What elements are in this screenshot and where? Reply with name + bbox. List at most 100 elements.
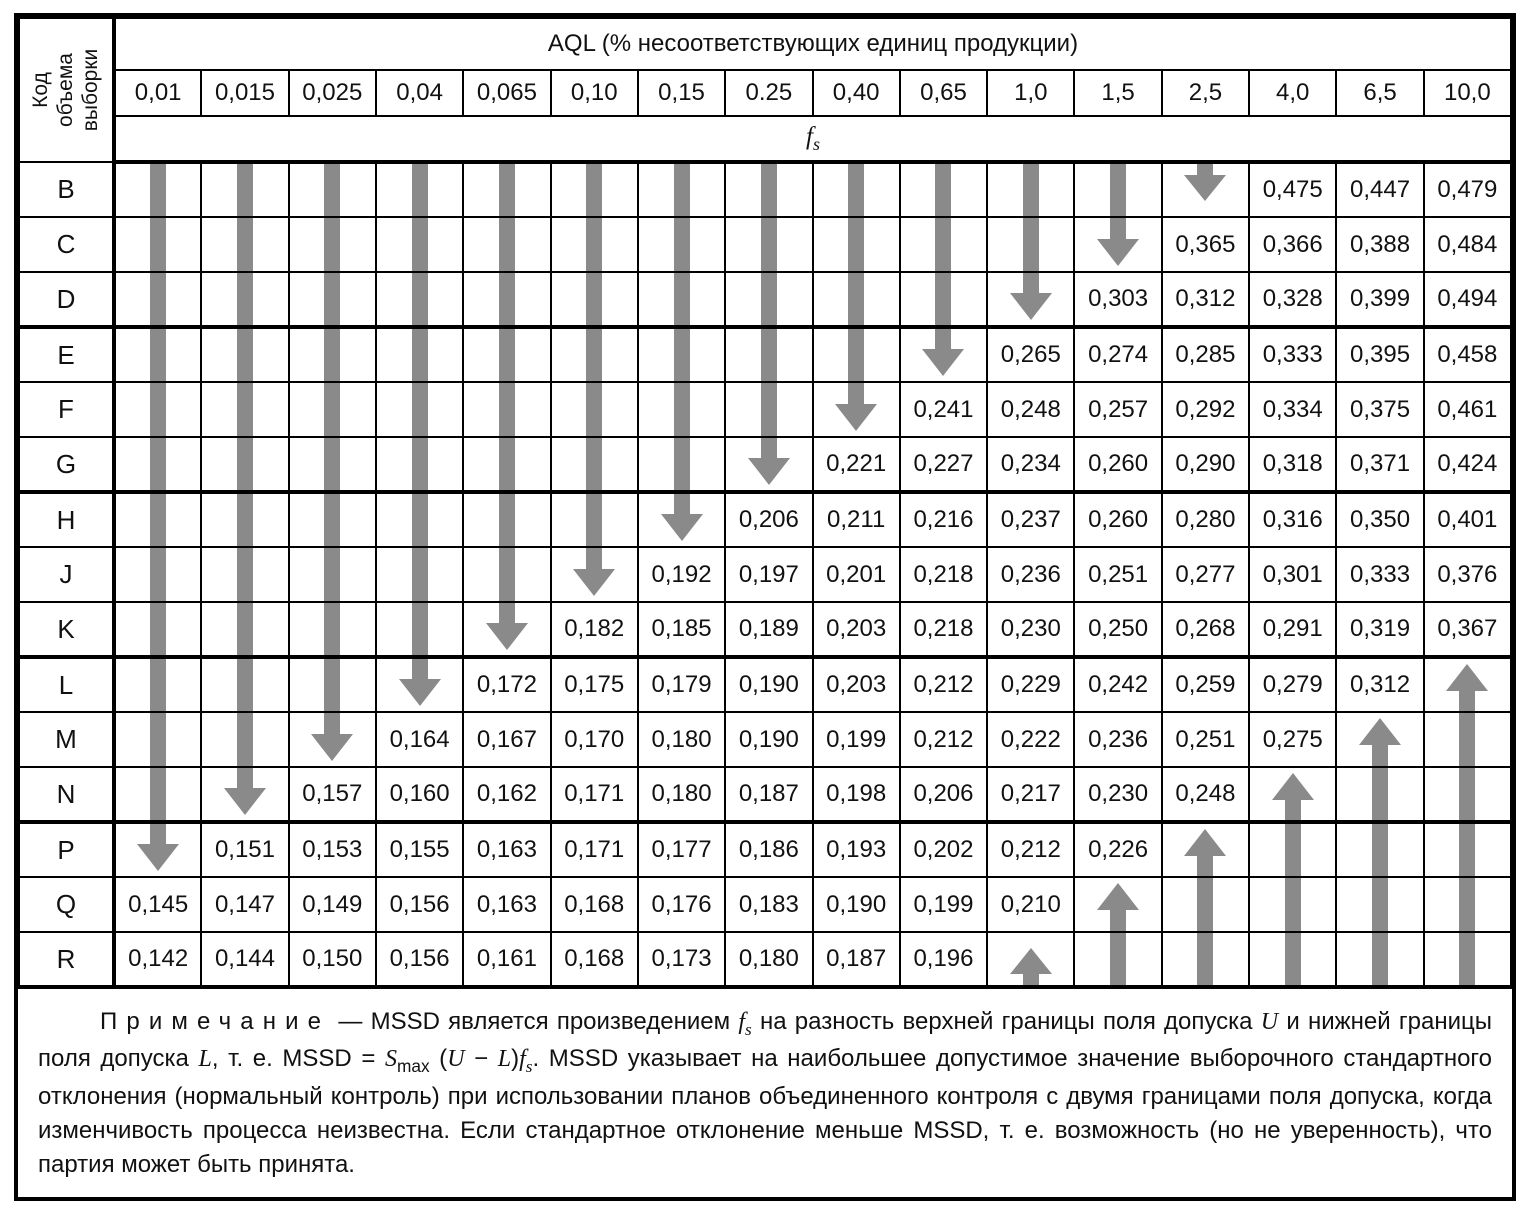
down-arrow-icon	[727, 164, 810, 215]
down-arrow-icon	[291, 219, 374, 270]
down-arrow-icon	[727, 329, 810, 380]
mssd-value-cell: 0,285	[1160, 326, 1251, 383]
arrow-shaft	[586, 329, 603, 380]
arrow-shaft	[150, 549, 167, 600]
down-arrow-cell	[636, 161, 727, 218]
down-arrow-cell	[636, 271, 727, 329]
down-arrow-cell	[636, 491, 727, 548]
mssd-value-cell: 0,218	[898, 601, 989, 659]
arrow-shaft	[411, 659, 428, 680]
arrow-shaft	[935, 219, 952, 270]
mssd-value-cell: 0,277	[1160, 546, 1251, 603]
mssd-value-cell: 0,290	[1160, 436, 1251, 494]
aql-value-header: 1,5	[1073, 69, 1163, 117]
arrow-shaft	[236, 219, 253, 270]
sample-size-code: G	[18, 436, 116, 494]
mssd-value-cell: 0,196	[898, 931, 989, 989]
down-arrow-cell	[200, 491, 290, 548]
down-arrow-icon	[291, 604, 374, 653]
up-arrow-icon	[1426, 879, 1509, 930]
down-arrow-icon	[116, 769, 199, 818]
arrow-shaft	[498, 494, 515, 545]
down-arrow-cell	[287, 546, 377, 603]
mssd-value-cell: 0,461	[1422, 381, 1512, 438]
arrow-shaft	[324, 494, 341, 545]
down-arrow-cell	[724, 436, 814, 494]
arrow-shaft	[411, 494, 428, 545]
mssd-value-cell: 0,180	[636, 711, 727, 768]
mssd-value-cell: 0,193	[811, 821, 901, 878]
down-arrow-cell	[112, 436, 203, 494]
down-arrow-icon	[553, 439, 636, 488]
down-arrow-cell	[112, 491, 203, 548]
arrow-shaft	[586, 219, 603, 270]
down-arrow-cell	[200, 271, 290, 329]
aql-value-header: 6,5	[1335, 69, 1425, 117]
arrow-shaft	[498, 439, 515, 488]
arrow-shaft	[411, 219, 428, 270]
up-arrow-icon	[1164, 824, 1247, 875]
arrow-head	[922, 349, 965, 376]
sample-size-code: Q	[18, 876, 116, 933]
note-segment: U	[447, 1046, 465, 1073]
arrow-shaft	[324, 219, 341, 270]
mssd-value-cell: 0,333	[1335, 546, 1425, 603]
mssd-value-cell: 0,291	[1248, 601, 1338, 659]
arrow-shaft	[236, 714, 253, 765]
mssd-value-cell: 0,167	[462, 711, 552, 768]
down-arrow-icon	[378, 219, 461, 270]
arrow-shaft	[935, 164, 952, 215]
arrow-shaft	[760, 219, 777, 270]
mssd-value-cell: 0,183	[724, 876, 814, 933]
arrow-shaft	[324, 274, 341, 323]
down-arrow-icon	[727, 384, 810, 435]
up-arrow-cell	[1335, 821, 1425, 878]
arrow-head	[835, 404, 878, 431]
down-arrow-icon	[116, 549, 199, 600]
aql-value-header: 0,065	[462, 69, 552, 117]
arrow-shaft	[236, 164, 253, 215]
mssd-value-cell: 0,202	[898, 821, 989, 878]
arrow-shaft	[673, 494, 690, 515]
note-segment: s	[525, 1057, 533, 1077]
down-arrow-cell	[462, 161, 552, 218]
down-arrow-icon	[640, 494, 723, 545]
mssd-value-cell: 0,199	[898, 876, 989, 933]
mssd-value-cell: 0,180	[636, 766, 727, 824]
arrow-shaft	[1459, 714, 1476, 765]
down-arrow-icon	[203, 604, 286, 653]
down-arrow-cell	[724, 216, 814, 273]
arrow-shaft	[848, 274, 865, 323]
up-arrow-cell	[1073, 876, 1163, 933]
note-segment: L	[198, 1046, 212, 1073]
mssd-value-cell: 0,301	[1248, 546, 1338, 603]
arrow-shaft	[1110, 934, 1127, 983]
down-arrow-icon	[291, 384, 374, 435]
down-arrow-cell	[200, 161, 290, 218]
up-arrow-cell	[1335, 931, 1425, 989]
arrow-shaft	[935, 329, 952, 350]
down-arrow-icon	[465, 439, 548, 488]
arrow-shaft	[586, 549, 603, 570]
arrow-shaft	[150, 219, 167, 270]
aql-value-header: 0,015	[200, 69, 290, 117]
mssd-value-cell: 0,375	[1335, 381, 1425, 438]
mssd-value-cell: 0,163	[462, 876, 552, 933]
mssd-value-cell: 0,265	[986, 326, 1076, 383]
down-arrow-icon	[465, 384, 548, 435]
down-arrow-icon	[378, 384, 461, 435]
down-arrow-icon	[378, 439, 461, 488]
mssd-value-cell: 0,236	[986, 546, 1076, 603]
mssd-value-cell: 0,161	[462, 931, 552, 989]
up-arrow-icon	[989, 934, 1072, 983]
mssd-table: Код объема выборки AQL (% несоответствую…	[18, 17, 1512, 989]
arrow-shaft	[324, 659, 341, 710]
arrow-shaft	[673, 439, 690, 488]
down-arrow-cell	[374, 546, 465, 603]
mssd-value-cell: 0,190	[811, 876, 901, 933]
arrow-shaft	[150, 494, 167, 545]
arrow-shaft	[498, 329, 515, 380]
down-arrow-icon	[815, 164, 898, 215]
arrow-shaft	[935, 274, 952, 323]
arrow-shaft	[1459, 690, 1476, 710]
